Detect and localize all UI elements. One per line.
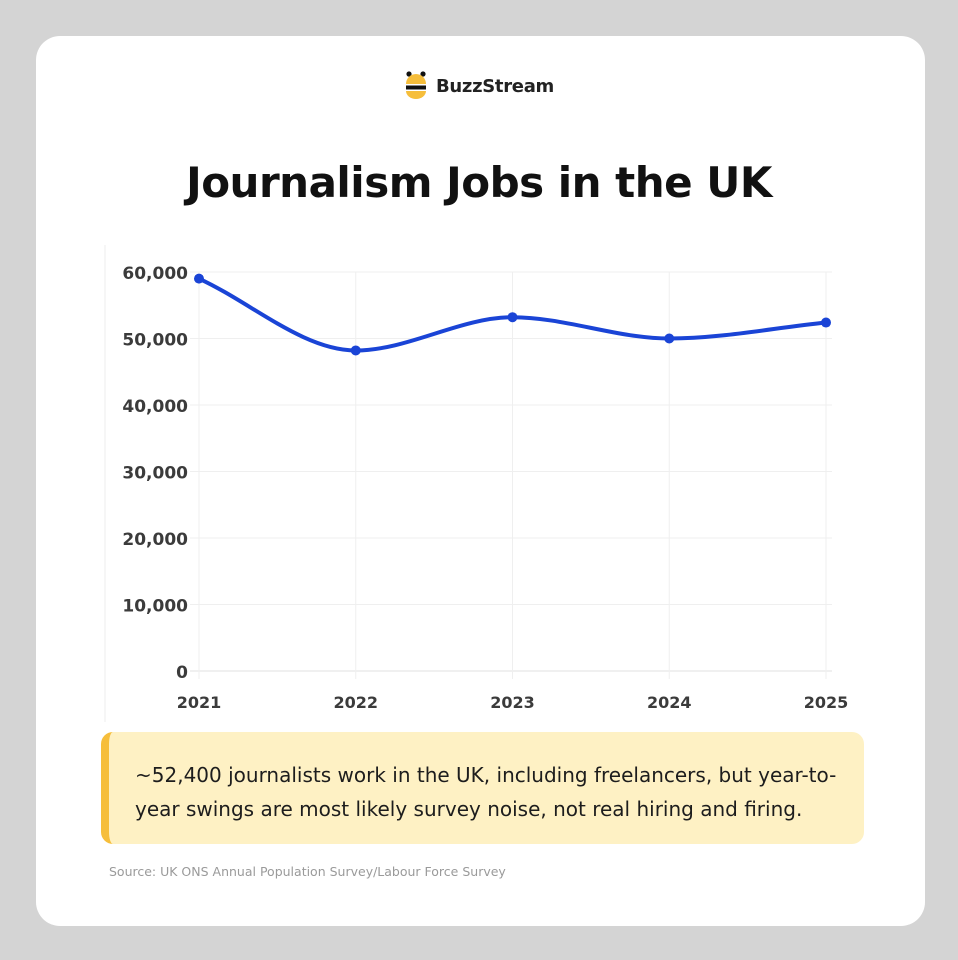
callout-note: ~52,400 journalists work in the UK, incl… [101,732,864,844]
brand-name: BuzzStream [435,75,555,97]
data-point [664,333,675,344]
y-tick-label: 0 [176,663,188,683]
y-tick-label: 20,000 [122,530,188,550]
y-tick-label: 60,000 [122,264,188,284]
data-point [507,312,518,323]
source-text: Source: UK ONS Annual Population Survey/… [109,864,506,879]
bee-icon [405,71,426,99]
data-point [194,273,204,284]
data-point [350,345,361,356]
y-tick-label: 40,000 [122,397,188,417]
x-tick-label: 2024 [647,693,692,712]
x-tick-label: 2022 [333,693,378,712]
page-title: Journalism Jobs in the UK [186,158,772,207]
y-tick-label: 30,000 [122,464,188,484]
y-tick-label: 50,000 [122,331,188,351]
brand-logo: BuzzStream [0,70,958,102]
x-tick-label: 2021 [177,693,222,712]
x-tick-label: 2025 [804,693,849,712]
x-tick-label: 2023 [490,693,535,712]
y-tick-label: 10,000 [122,597,188,617]
data-point [821,317,831,328]
